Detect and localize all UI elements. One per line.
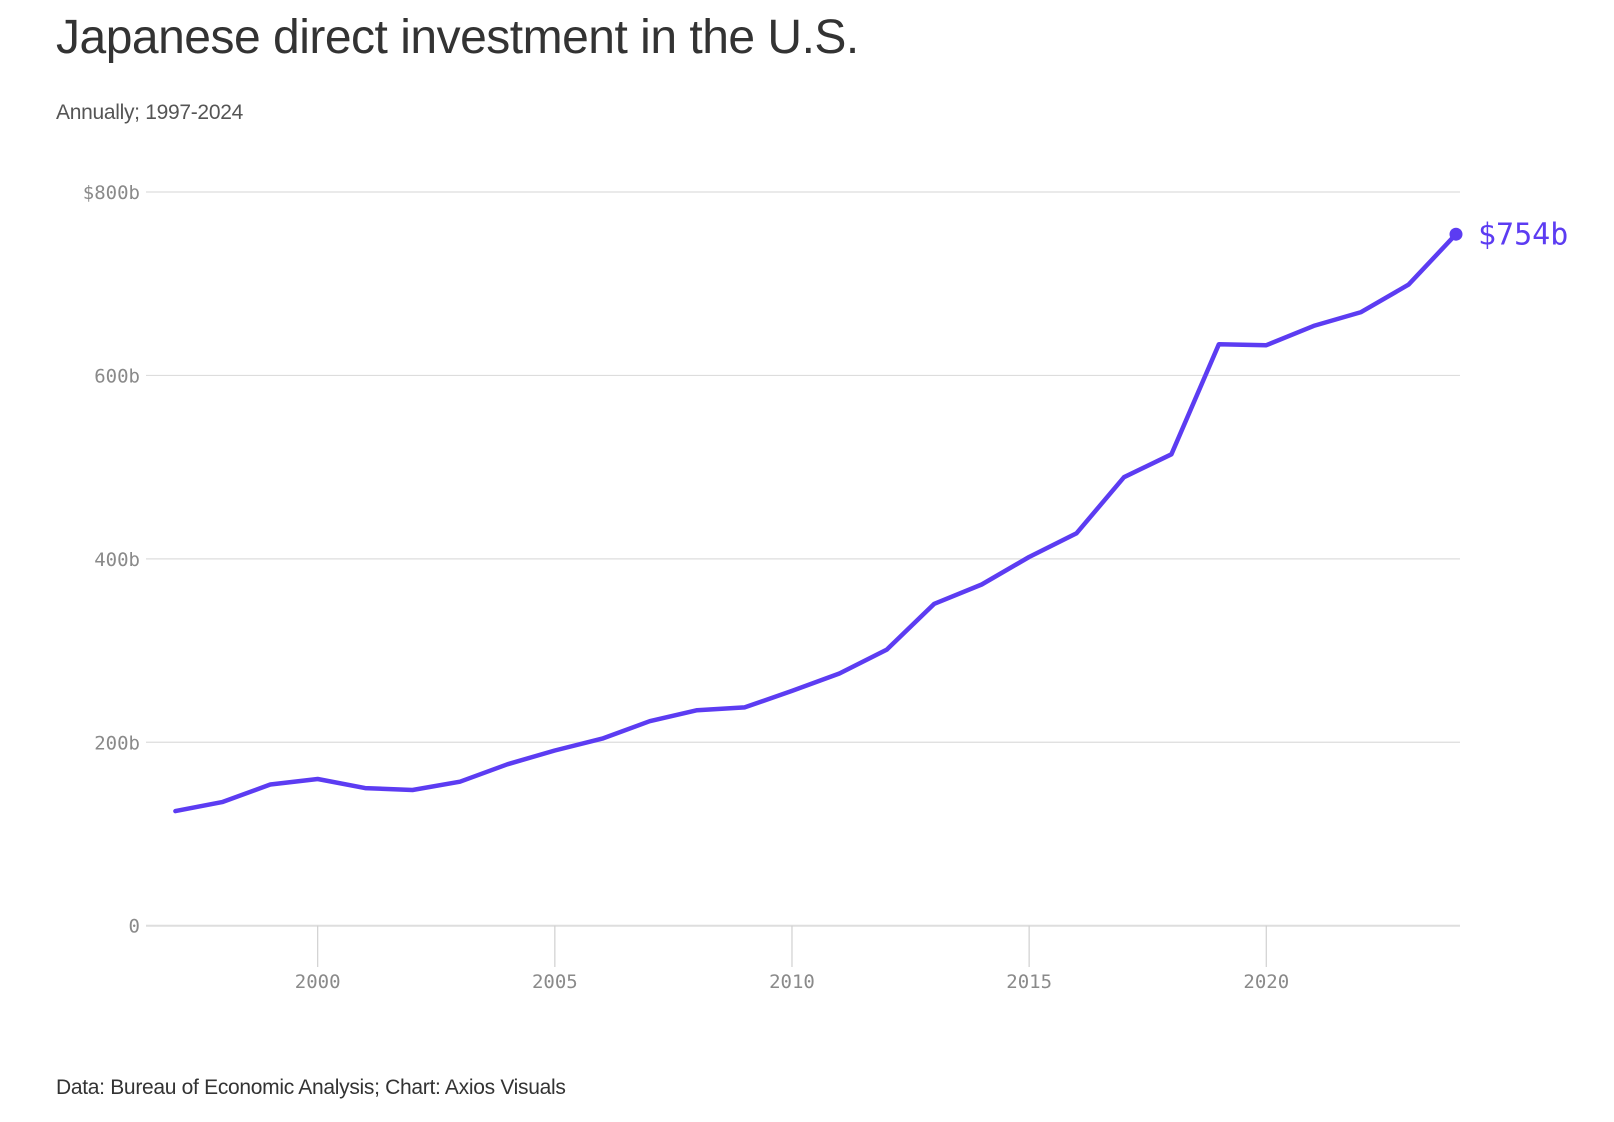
annotations: $754b <box>1449 218 1568 253</box>
x-tick-label: 2010 <box>769 971 815 993</box>
x-tick-label: 2020 <box>1243 971 1289 993</box>
series-line <box>173 231 1459 814</box>
x-tick-label: 2005 <box>532 971 578 993</box>
y-tick-label: 200b <box>94 732 140 754</box>
x-axis: 2000 2005 2010 2015 2020 <box>295 925 1289 993</box>
y-axis: 0 200b 400b 600b $800b <box>83 182 140 938</box>
end-value-label: $754b <box>1478 218 1568 253</box>
gridlines <box>146 191 1460 927</box>
y-tick-label: 400b <box>94 549 140 571</box>
y-tick-label: 0 <box>129 916 140 938</box>
chart-subtitle: Annually; 1997-2024 <box>56 101 243 124</box>
y-tick-label: $800b <box>83 182 140 204</box>
source-note: Data: Bureau of Economic Analysis; Chart… <box>56 1076 566 1099</box>
x-tick-label: 2000 <box>295 971 341 993</box>
end-point-marker <box>1449 227 1463 241</box>
x-tick-label: 2015 <box>1006 971 1052 993</box>
chart-title: Japanese direct investment in the U.S. <box>56 11 859 64</box>
y-tick-label: 600b <box>94 365 140 387</box>
series-group <box>173 231 1459 814</box>
